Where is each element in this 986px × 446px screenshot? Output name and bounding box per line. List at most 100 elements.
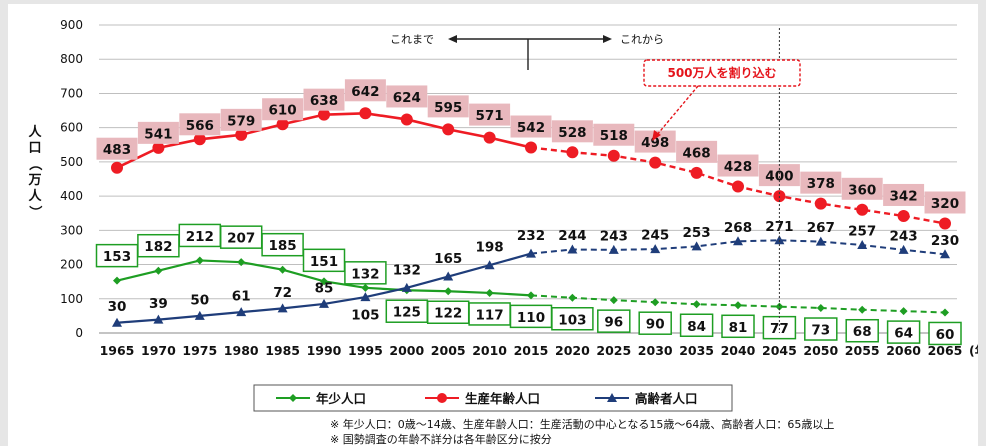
data-label-box: [886, 320, 921, 344]
y-tick-label: 500: [60, 155, 83, 169]
series-line-projected: [530, 294, 946, 314]
data-point-diamond: [278, 265, 287, 274]
data-label-box: [593, 123, 635, 146]
data-label-text: 610: [269, 103, 297, 119]
data-point-circle: [566, 146, 579, 159]
arrow-left-head: [448, 35, 457, 43]
data-label: 624: [386, 85, 428, 108]
data-label-box: [551, 120, 593, 143]
data-label: 498: [634, 130, 676, 153]
legend-marker-diamond: [289, 394, 297, 402]
data-label: 212: [178, 223, 222, 248]
data-point-triangle: [443, 271, 454, 281]
data-point-triangle: [774, 235, 785, 245]
x-tick-label: 2035: [679, 343, 714, 358]
data-label-text: 125: [393, 305, 421, 321]
data-point-diamond: [816, 304, 825, 313]
data-label: 165: [434, 251, 462, 267]
callout-arrowhead: [652, 130, 661, 141]
data-label: 96: [597, 309, 631, 333]
data-label: 198: [476, 240, 504, 256]
y-tick-label: 700: [60, 86, 83, 100]
data-label: 185: [261, 232, 304, 257]
data-label-box: [924, 191, 966, 214]
x-axis-unit: (年): [969, 343, 978, 358]
data-point-circle: [359, 107, 372, 120]
data-label-text: 244: [558, 228, 586, 244]
callout-box: [643, 59, 801, 87]
data-label-text: 64: [894, 326, 913, 342]
data-label: 30: [108, 299, 127, 315]
data-label-box: [721, 314, 755, 339]
data-point-circle: [814, 197, 827, 210]
data-label: 68: [845, 318, 879, 343]
x-tick-label: 1965: [100, 343, 135, 358]
y-tick-label: 600: [60, 121, 83, 135]
y-tick-label: 400: [60, 189, 83, 203]
data-label-text: 30: [108, 299, 127, 315]
data-point-triangle: [733, 236, 743, 246]
y-tick-label: 200: [60, 258, 83, 272]
data-point-triangle: [857, 240, 868, 250]
data-label-text: 320: [931, 196, 959, 212]
data-label-text: 81: [729, 320, 748, 336]
data-label-box: [386, 85, 428, 108]
data-label-text: 61: [232, 289, 251, 305]
data-label: 360: [841, 177, 883, 200]
data-point-triangle: [401, 282, 412, 292]
legend-label: 高齢者人口: [635, 391, 698, 406]
legend-label: 生産年齢人口: [465, 391, 540, 406]
data-point-triangle: [567, 244, 578, 254]
data-label: 61: [232, 289, 251, 305]
legend-marker-triangle: [607, 393, 617, 402]
data-point-diamond: [320, 277, 328, 286]
data-label-text: 96: [604, 315, 623, 331]
data-point-circle: [400, 113, 413, 126]
data-label-text: 245: [641, 228, 669, 244]
past-label: これまで: [390, 33, 434, 46]
data-label: 132: [393, 262, 421, 278]
data-label-text: 566: [186, 118, 214, 134]
data-label-text: 498: [641, 135, 669, 151]
data-label-box: [303, 88, 345, 111]
x-tick-label: 2060: [886, 343, 921, 358]
data-point-circle: [235, 128, 248, 141]
data-label: 243: [890, 228, 918, 244]
data-label: 39: [149, 296, 168, 312]
data-label: 541: [137, 121, 179, 144]
data-point-circle: [897, 209, 910, 222]
y-tick-label: 0: [75, 326, 83, 340]
data-label: 579: [220, 108, 262, 131]
data-label: 64: [886, 320, 921, 344]
data-label-box: [344, 79, 386, 102]
x-tick-label: 1985: [265, 343, 300, 358]
data-label: 243: [600, 228, 628, 244]
x-tick-label: 1995: [348, 343, 383, 358]
data-point-circle: [276, 118, 289, 131]
data-point-triangle: [484, 260, 495, 270]
data-point-triangle: [691, 241, 702, 251]
data-point-triangle: [815, 236, 826, 246]
data-label: 566: [179, 113, 221, 136]
data-label: 85: [315, 280, 334, 296]
x-tick-label: 1970: [141, 343, 176, 358]
data-label: 483: [96, 137, 138, 160]
data-label: 60: [928, 321, 962, 346]
data-label-box: [638, 311, 672, 335]
data-point-diamond: [899, 307, 908, 316]
data-label-box: [96, 137, 138, 160]
data-label: 571: [469, 103, 511, 126]
data-label-text: 122: [434, 306, 462, 322]
data-label-text: 72: [273, 285, 292, 301]
data-label: 468: [676, 140, 718, 163]
data-label-text: 39: [149, 296, 168, 312]
data-label-text: 541: [144, 126, 172, 142]
data-label: 77: [762, 315, 797, 340]
data-label: 610: [262, 98, 304, 121]
data-label-text: 68: [853, 324, 872, 340]
data-point-circle: [483, 131, 496, 144]
data-label-box: [634, 130, 676, 153]
data-point-diamond: [609, 296, 618, 305]
data-label-text: 528: [558, 125, 586, 141]
data-label-text: 182: [144, 239, 172, 255]
